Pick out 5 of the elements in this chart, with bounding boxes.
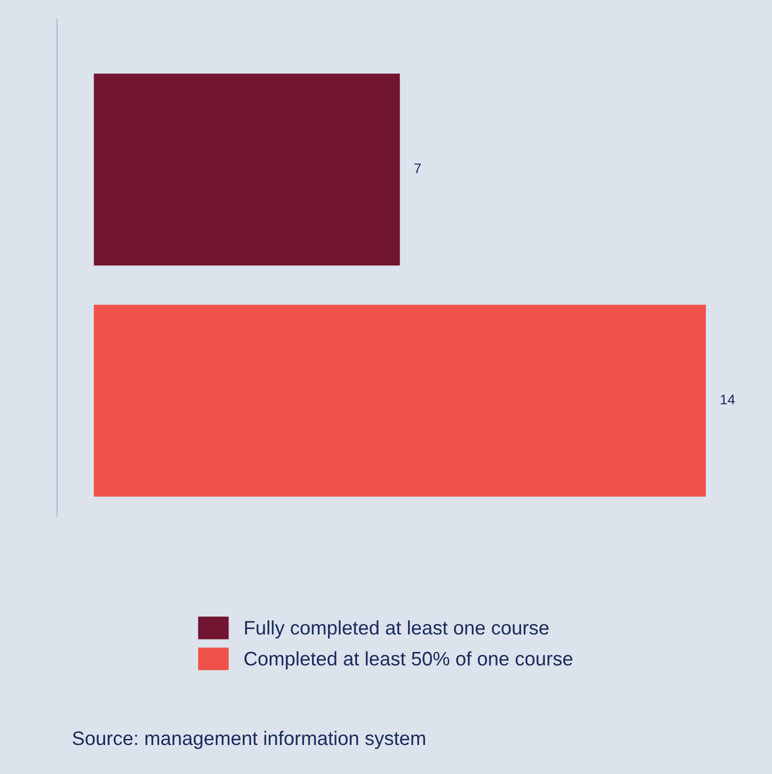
legend-label: Completed at least 50% of one course [244,651,572,670]
source-note: Source: management information system [72,730,425,750]
legend-label: Fully completed at least one course [245,620,549,639]
data-label: 7 [414,164,421,174]
data-label: 14 [720,394,735,404]
